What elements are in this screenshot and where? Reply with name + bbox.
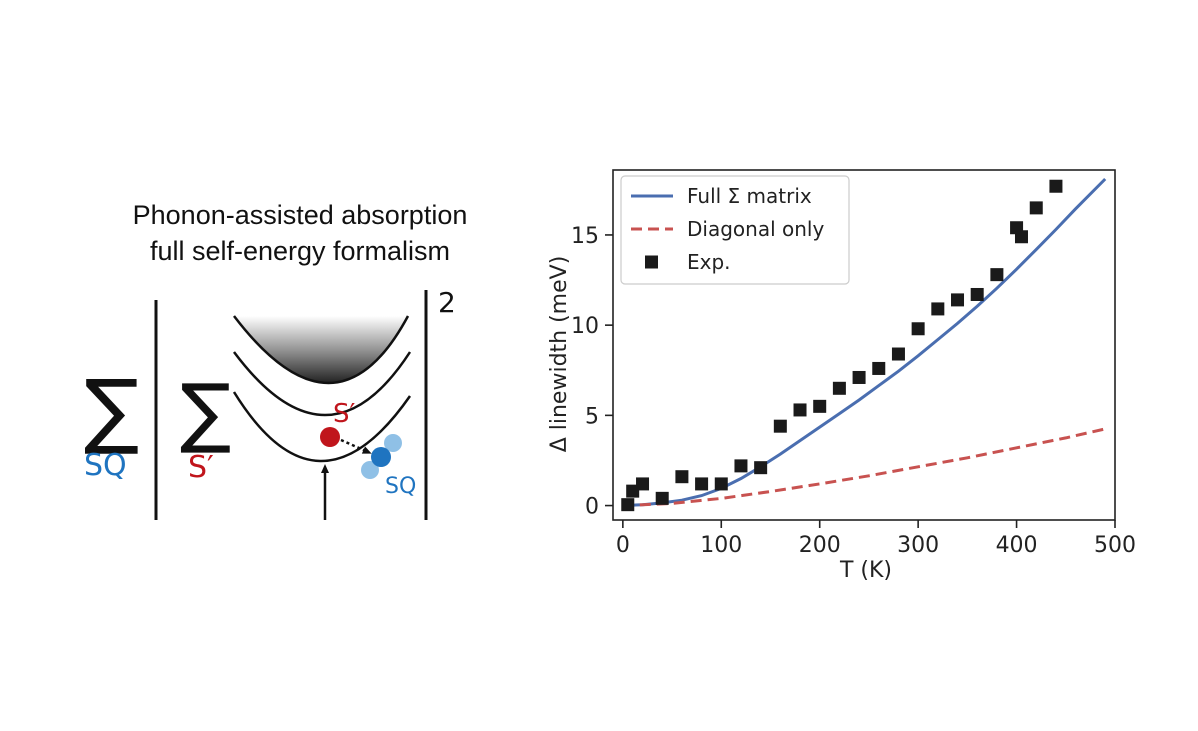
diagonal-only-line (622, 427, 1106, 508)
exp-data-point (773, 419, 787, 433)
exp-data-point (1029, 201, 1043, 215)
legend-label: Diagonal only (687, 217, 824, 241)
conduction-band-gradient (234, 316, 408, 383)
x-tick-label: 400 (996, 533, 1038, 558)
legend-label: Exp. (687, 250, 731, 274)
x-axis-label: T (K) (839, 558, 892, 583)
schematic-title-line1: Phonon-assisted absorption (132, 200, 468, 230)
series-layer (621, 177, 1107, 512)
legend-marker-exp (645, 255, 658, 269)
exp-data-point (655, 491, 669, 505)
legend: Full Σ matrix Diagonal only Exp. (620, 175, 850, 285)
band-curve-middle (232, 351, 412, 417)
exp-data-point (621, 498, 635, 512)
exp-data-point (626, 484, 640, 498)
full-sigma-line (622, 177, 1107, 508)
exp-data-point (931, 302, 945, 316)
exp-data-point (951, 293, 965, 307)
x-tick-label: 200 (799, 533, 841, 558)
plot-panel: 0 100 200 300 400 500 0 5 10 15 Full Σ matrix Dia… (520, 140, 1160, 600)
legend-label: Full Σ matrix (687, 184, 812, 208)
inner-sum-symbol: ∑ (180, 367, 231, 456)
intermediate-state-dot (320, 427, 340, 447)
schematic-title-line2: full self-energy formalism (149, 236, 451, 266)
outer-sum-index: SQ (84, 448, 127, 483)
intermediate-state-label: S′ (333, 399, 356, 429)
exp-data-point (754, 461, 768, 475)
plot-frame (612, 169, 1116, 521)
exp-data-point (1049, 179, 1063, 193)
exp-data-point (852, 370, 866, 384)
x-tick-label: 500 (1094, 533, 1136, 558)
exp-data-point (695, 477, 709, 491)
x-ticks: 0 100 200 300 400 500 (616, 520, 1136, 558)
final-state-label: SQ (385, 474, 416, 499)
outer-sum-symbol: ∑ (84, 363, 139, 458)
final-state-halo-bottom (361, 461, 379, 479)
axes-frame (612, 169, 1116, 521)
band-curve-top (233, 315, 410, 385)
final-state-halo-top (384, 434, 402, 452)
exp-data-point (1014, 230, 1028, 244)
x-tick-label: 0 (616, 533, 630, 558)
exp-data-point (911, 322, 925, 336)
y-tick-label: 0 (585, 495, 599, 520)
exp-data-point (714, 477, 728, 491)
exp-data-point (793, 403, 807, 417)
exp-data-point (970, 287, 984, 301)
legend-box (620, 175, 850, 285)
exp-data-point (636, 477, 650, 491)
schematic-drawing: ∑ SQ ∑ S′ S′ SQ 2 (84, 286, 456, 520)
y-tick-label: 15 (571, 224, 599, 249)
schematic-panel: Phonon-assisted absorption full self-ene… (84, 200, 468, 520)
exp-data-point (675, 470, 689, 484)
exp-data-point (990, 268, 1004, 282)
y-tick-label: 5 (585, 404, 599, 429)
y-ticks: 0 5 10 15 (571, 224, 613, 520)
inner-sum-index: S′ (188, 450, 214, 485)
final-state-dot (371, 447, 391, 467)
exponent: 2 (438, 286, 456, 319)
exp-data-point (734, 459, 748, 473)
exp-data-point (891, 347, 905, 361)
scattering-arrow (340, 438, 372, 454)
exp-data-point (872, 361, 886, 375)
band-curve-bottom (232, 391, 412, 463)
x-tick-label: 100 (700, 533, 742, 558)
linewidth-chart: 0 100 200 300 400 500 0 5 10 15 Full Σ matrix Dia… (547, 169, 1136, 583)
exp-data-point (832, 381, 846, 395)
exp-data-point (813, 399, 827, 413)
y-tick-label: 10 (571, 314, 599, 339)
x-tick-label: 300 (897, 533, 939, 558)
y-axis-label: Δ linewidth (meV) (547, 256, 572, 453)
